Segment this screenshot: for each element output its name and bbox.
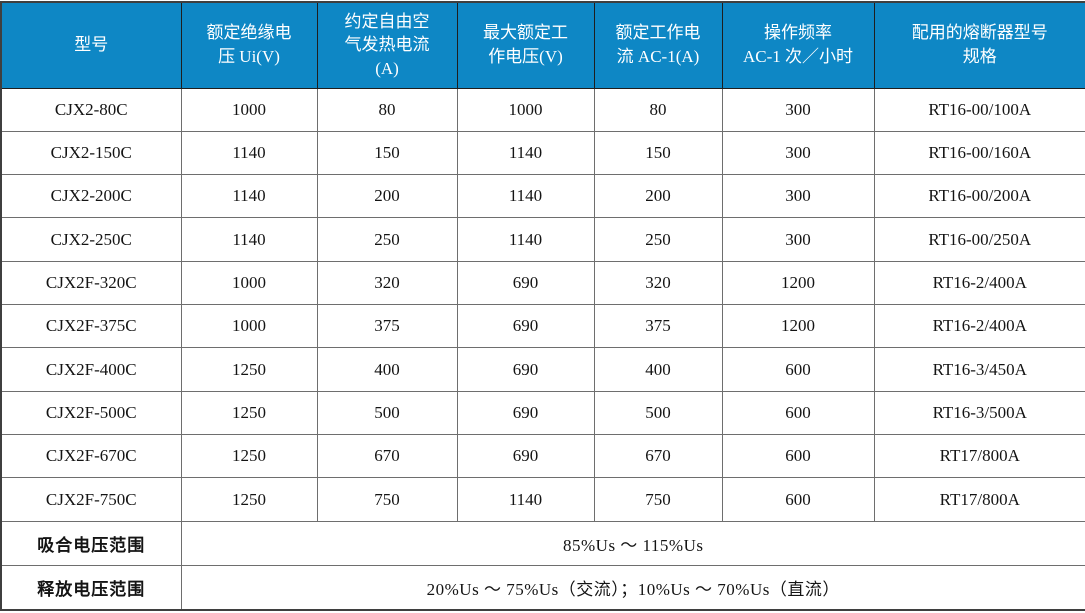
header-model: 型号 bbox=[0, 1, 182, 89]
value-cell: 200 bbox=[593, 174, 723, 219]
value-cell: 1140 bbox=[456, 174, 595, 219]
value-cell: 750 bbox=[316, 477, 458, 522]
value-cell: RT16-00/160A bbox=[873, 130, 1085, 176]
value-cell: 320 bbox=[316, 260, 458, 306]
value-cell: 1140 bbox=[456, 477, 595, 522]
table-row: CJX2-150C 1140 150 1140 150 300 RT16-00/160A bbox=[0, 130, 1085, 176]
value-cell: 600 bbox=[721, 347, 875, 392]
value-cell: 300 bbox=[721, 130, 875, 176]
value-cell: 1140 bbox=[180, 130, 318, 176]
table-row: CJX2F-500C 1250 500 690 500 600 RT16-3/500A bbox=[0, 390, 1085, 436]
value-cell: RT16-3/500A bbox=[873, 390, 1085, 436]
value-cell: 1140 bbox=[456, 130, 595, 176]
value-cell: 690 bbox=[456, 434, 595, 479]
pickup-voltage-value: 85%Us ～ 115%Us bbox=[180, 520, 1085, 567]
value-cell: 300 bbox=[721, 87, 875, 132]
release-voltage-row: 释放电压范围 20%Us ～ 75%Us（交流）；10%Us ～ 70%Us（直… bbox=[0, 565, 1085, 611]
value-cell: RT16-00/200A bbox=[873, 174, 1085, 219]
value-cell: 250 bbox=[316, 217, 458, 262]
value-cell: 670 bbox=[593, 434, 723, 479]
value-cell: 300 bbox=[721, 174, 875, 219]
value-cell: RT16-2/400A bbox=[873, 304, 1085, 349]
header-row: 型号 额定绝缘电 压 Ui(V) 约定自由空 气发热电流 (A) 最大额定工 作… bbox=[0, 1, 1085, 89]
value-cell: 690 bbox=[456, 347, 595, 392]
value-cell: RT17/800A bbox=[873, 434, 1085, 479]
value-cell: 400 bbox=[593, 347, 723, 392]
header-thermal-current: 约定自由空 气发热电流 (A) bbox=[316, 1, 458, 89]
value-cell: 375 bbox=[593, 304, 723, 349]
value-cell: 400 bbox=[316, 347, 458, 392]
value-cell: 1140 bbox=[180, 174, 318, 219]
header-fuse-spec: 配用的熔断器型号 规格 bbox=[873, 1, 1085, 89]
table-footer: 吸合电压范围 85%Us ～ 115%Us 释放电压范围 20%Us ～ 75%… bbox=[0, 520, 1085, 611]
header-working-current: 额定工作电 流 AC-1(A) bbox=[593, 1, 723, 89]
table-row: CJX2-250C 1140 250 1140 250 300 RT16-00/250A bbox=[0, 217, 1085, 262]
table-row: CJX2-80C 1000 80 1000 80 300 RT16-00/100A bbox=[0, 87, 1085, 132]
value-cell: 500 bbox=[316, 390, 458, 436]
model-cell: CJX2F-670C bbox=[0, 434, 182, 479]
value-cell: RT17/800A bbox=[873, 477, 1085, 522]
model-cell: CJX2F-500C bbox=[0, 390, 182, 436]
table-row: CJX2F-375C 1000 375 690 375 1200 RT16-2/400A bbox=[0, 304, 1085, 349]
value-cell: 600 bbox=[721, 390, 875, 436]
value-cell: 1000 bbox=[180, 87, 318, 132]
value-cell: 150 bbox=[316, 130, 458, 176]
model-cell: CJX2F-375C bbox=[0, 304, 182, 349]
value-cell: 1000 bbox=[180, 260, 318, 306]
value-cell: 375 bbox=[316, 304, 458, 349]
table-header: 型号 额定绝缘电 压 Ui(V) 约定自由空 气发热电流 (A) 最大额定工 作… bbox=[0, 1, 1085, 89]
value-cell: 690 bbox=[456, 260, 595, 306]
value-cell: 150 bbox=[593, 130, 723, 176]
value-cell: RT16-2/400A bbox=[873, 260, 1085, 306]
value-cell: RT16-00/250A bbox=[873, 217, 1085, 262]
value-cell: 1140 bbox=[456, 217, 595, 262]
model-cell: CJX2-250C bbox=[0, 217, 182, 262]
table-row: CJX2F-750C 1250 750 1140 750 600 RT17/800A bbox=[0, 477, 1085, 522]
value-cell: 1250 bbox=[180, 390, 318, 436]
header-max-working-voltage: 最大额定工 作电压(V) bbox=[456, 1, 595, 89]
header-operating-frequency: 操作频率 AC-1 次／小时 bbox=[721, 1, 875, 89]
model-cell: CJX2-80C bbox=[0, 87, 182, 132]
model-cell: CJX2F-750C bbox=[0, 477, 182, 522]
release-voltage-label: 释放电压范围 bbox=[0, 565, 182, 611]
value-cell: RT16-3/450A bbox=[873, 347, 1085, 392]
model-cell: CJX2F-400C bbox=[0, 347, 182, 392]
value-cell: 750 bbox=[593, 477, 723, 522]
value-cell: 80 bbox=[593, 87, 723, 132]
model-cell: CJX2-200C bbox=[0, 174, 182, 219]
value-cell: 1000 bbox=[180, 304, 318, 349]
value-cell: 250 bbox=[593, 217, 723, 262]
table-row: CJX2-200C 1140 200 1140 200 300 RT16-00/200A bbox=[0, 174, 1085, 219]
table-row: CJX2F-670C 1250 670 690 670 600 RT17/800A bbox=[0, 434, 1085, 479]
value-cell: 1140 bbox=[180, 217, 318, 262]
value-cell: 600 bbox=[721, 477, 875, 522]
header-insulation-voltage: 额定绝缘电 压 Ui(V) bbox=[180, 1, 318, 89]
value-cell: 1250 bbox=[180, 477, 318, 522]
value-cell: 1200 bbox=[721, 260, 875, 306]
model-cell: CJX2-150C bbox=[0, 130, 182, 176]
value-cell: 1000 bbox=[456, 87, 595, 132]
value-cell: 690 bbox=[456, 390, 595, 436]
table-row: CJX2F-320C 1000 320 690 320 1200 RT16-2/400A bbox=[0, 260, 1085, 306]
value-cell: 1200 bbox=[721, 304, 875, 349]
value-cell: 200 bbox=[316, 174, 458, 219]
value-cell: 690 bbox=[456, 304, 595, 349]
value-cell: 320 bbox=[593, 260, 723, 306]
model-cell: CJX2F-320C bbox=[0, 260, 182, 306]
value-cell: 300 bbox=[721, 217, 875, 262]
value-cell: 1250 bbox=[180, 347, 318, 392]
table-row: CJX2F-400C 1250 400 690 400 600 RT16-3/450A bbox=[0, 347, 1085, 392]
value-cell: 600 bbox=[721, 434, 875, 479]
pickup-voltage-label: 吸合电压范围 bbox=[0, 520, 182, 567]
table-body: CJX2-80C 1000 80 1000 80 300 RT16-00/100A CJX2-… bbox=[0, 87, 1085, 522]
value-cell: 670 bbox=[316, 434, 458, 479]
value-cell: 500 bbox=[593, 390, 723, 436]
value-cell: 1250 bbox=[180, 434, 318, 479]
pickup-voltage-row: 吸合电压范围 85%Us ～ 115%Us bbox=[0, 520, 1085, 567]
value-cell: 80 bbox=[316, 87, 458, 132]
value-cell: RT16-00/100A bbox=[873, 87, 1085, 132]
release-voltage-value: 20%Us ～ 75%Us（交流）；10%Us ～ 70%Us（直流） bbox=[180, 565, 1085, 611]
